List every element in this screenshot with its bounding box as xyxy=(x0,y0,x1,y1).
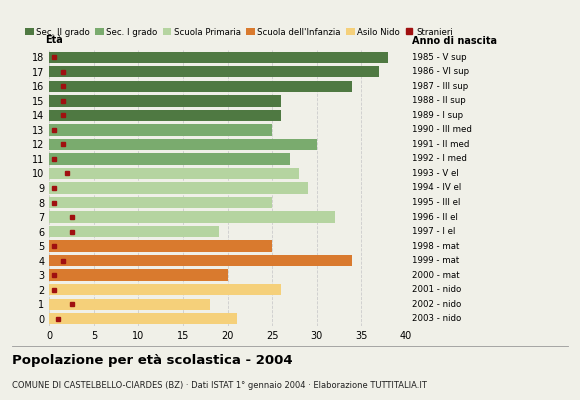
Bar xyxy=(49,52,388,63)
Text: 1986 - VI sup: 1986 - VI sup xyxy=(412,67,469,76)
Text: 1998 - mat: 1998 - mat xyxy=(412,242,459,251)
Text: 1996 - II el: 1996 - II el xyxy=(412,212,458,222)
Text: 2003 - nido: 2003 - nido xyxy=(412,314,462,323)
Text: Età: Età xyxy=(45,35,63,45)
Bar xyxy=(49,211,335,223)
Text: 1985 - V sup: 1985 - V sup xyxy=(412,53,467,62)
Bar xyxy=(49,153,290,165)
Text: 1997 - I el: 1997 - I el xyxy=(412,227,455,236)
Bar xyxy=(49,168,299,179)
Bar xyxy=(49,182,308,194)
Bar xyxy=(49,240,272,252)
Bar xyxy=(49,284,281,295)
Bar xyxy=(49,298,210,310)
Bar xyxy=(49,124,272,136)
Text: COMUNE DI CASTELBELLO-CIARDES (BZ) · Dati ISTAT 1° gennaio 2004 · Elaborazione T: COMUNE DI CASTELBELLO-CIARDES (BZ) · Dat… xyxy=(12,381,426,390)
Legend: Sec. II grado, Sec. I grado, Scuola Primaria, Scuola dell'Infanzia, Asilo Nido, : Sec. II grado, Sec. I grado, Scuola Prim… xyxy=(21,24,456,40)
Text: 1991 - II med: 1991 - II med xyxy=(412,140,470,149)
Text: 1994 - IV el: 1994 - IV el xyxy=(412,184,462,192)
Bar xyxy=(49,270,228,281)
Text: 2002 - nido: 2002 - nido xyxy=(412,300,462,309)
Bar xyxy=(49,95,281,106)
Text: Anno di nascita: Anno di nascita xyxy=(412,36,497,46)
Text: 1989 - I sup: 1989 - I sup xyxy=(412,111,463,120)
Text: 1995 - III el: 1995 - III el xyxy=(412,198,461,207)
Bar xyxy=(49,66,379,78)
Text: 1990 - III med: 1990 - III med xyxy=(412,125,472,134)
Bar xyxy=(49,313,237,324)
Text: Popolazione per età scolastica - 2004: Popolazione per età scolastica - 2004 xyxy=(12,354,292,367)
Text: 1988 - II sup: 1988 - II sup xyxy=(412,96,466,105)
Bar xyxy=(49,226,219,237)
Bar xyxy=(49,139,317,150)
Text: 1999 - mat: 1999 - mat xyxy=(412,256,459,265)
Text: 1992 - I med: 1992 - I med xyxy=(412,154,467,164)
Bar xyxy=(49,197,272,208)
Text: 1987 - III sup: 1987 - III sup xyxy=(412,82,469,91)
Text: 2001 - nido: 2001 - nido xyxy=(412,285,462,294)
Bar xyxy=(49,81,353,92)
Bar xyxy=(49,255,353,266)
Bar xyxy=(49,110,281,121)
Text: 1993 - V el: 1993 - V el xyxy=(412,169,459,178)
Text: 2000 - mat: 2000 - mat xyxy=(412,271,460,280)
